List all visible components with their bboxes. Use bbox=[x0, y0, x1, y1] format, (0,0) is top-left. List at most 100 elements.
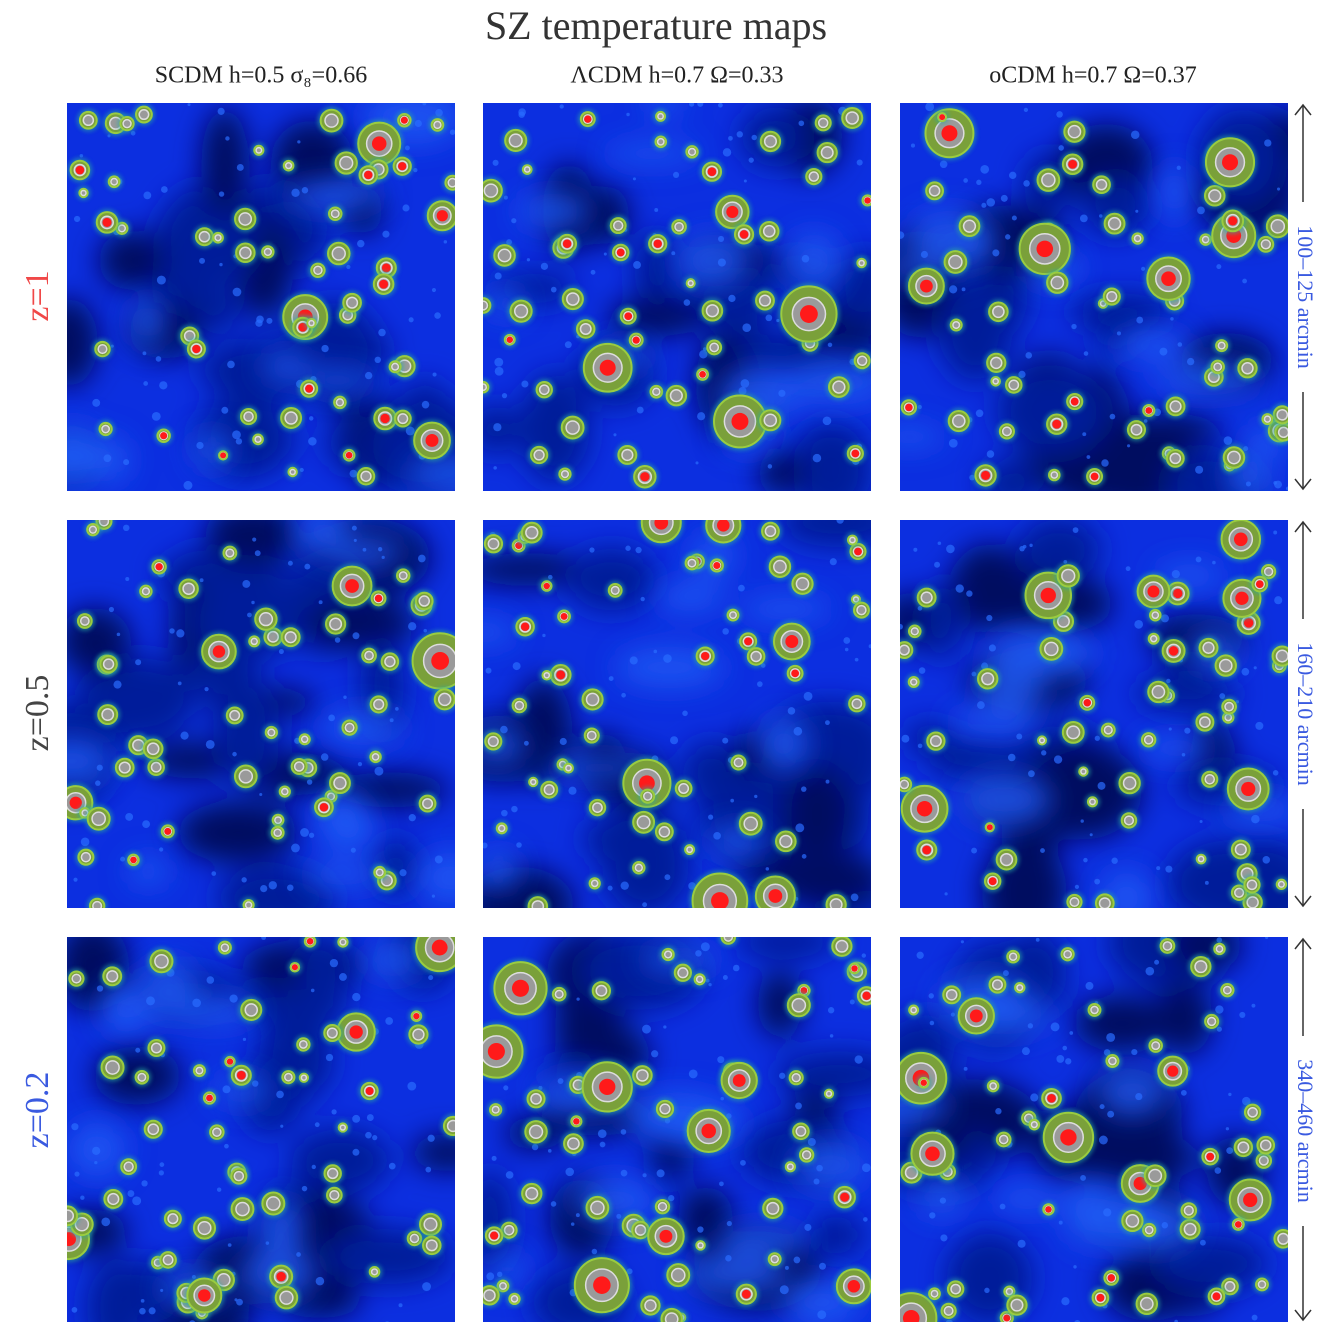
faint-source bbox=[640, 596, 645, 602]
faint-source bbox=[793, 726, 803, 736]
cluster-core bbox=[832, 380, 846, 394]
cluster-core bbox=[162, 1254, 174, 1266]
faint-source bbox=[1135, 209, 1139, 213]
cluster-core bbox=[1044, 641, 1059, 657]
faint-source bbox=[296, 1252, 301, 1257]
faint-source bbox=[414, 119, 422, 128]
faint-source bbox=[966, 590, 973, 597]
cluster-core bbox=[950, 1283, 962, 1295]
faint-source bbox=[500, 725, 508, 734]
faint-source bbox=[493, 466, 497, 470]
faint-source bbox=[981, 202, 987, 208]
void bbox=[271, 120, 353, 198]
cluster-core bbox=[80, 851, 92, 863]
cluster-peak bbox=[345, 451, 353, 459]
faint-source bbox=[1251, 814, 1260, 824]
faint-source bbox=[432, 372, 437, 377]
faint-source bbox=[421, 400, 430, 409]
void bbox=[214, 678, 272, 773]
faint-source bbox=[1135, 1092, 1143, 1101]
cluster-core bbox=[216, 1273, 231, 1287]
faint-source bbox=[671, 251, 676, 256]
faint-source bbox=[807, 1138, 816, 1147]
faint-source bbox=[483, 842, 488, 849]
cluster-peak bbox=[902, 1309, 920, 1322]
faint-source bbox=[125, 577, 130, 582]
faint-source bbox=[827, 342, 833, 348]
cluster-peak bbox=[164, 827, 172, 835]
cluster-core bbox=[636, 1069, 649, 1082]
arrow-head bbox=[1294, 1309, 1312, 1322]
faint-source bbox=[183, 480, 193, 490]
cluster-core bbox=[344, 722, 355, 733]
cluster-core bbox=[687, 147, 697, 157]
faint-source bbox=[422, 103, 427, 106]
cluster-core bbox=[1183, 1222, 1197, 1236]
cluster-peak bbox=[905, 403, 913, 412]
faint-source bbox=[626, 112, 630, 117]
faint-source bbox=[71, 1123, 79, 1131]
faint-source bbox=[597, 1129, 607, 1139]
cluster-core bbox=[1030, 1120, 1038, 1129]
faint-source bbox=[803, 691, 813, 701]
faint-source bbox=[1106, 1032, 1116, 1042]
cluster-peak bbox=[67, 1232, 76, 1247]
filament bbox=[947, 710, 1039, 735]
cluster-core bbox=[329, 617, 343, 631]
cluster-core bbox=[929, 735, 942, 748]
faint-source bbox=[697, 412, 706, 421]
faint-source bbox=[1097, 781, 1106, 790]
cluster-core bbox=[483, 383, 488, 392]
faint-source bbox=[1116, 331, 1121, 336]
faint-source bbox=[1264, 139, 1272, 147]
faint-source bbox=[339, 973, 347, 981]
faint-source bbox=[740, 1159, 746, 1166]
cluster-core bbox=[80, 189, 87, 197]
faint-source bbox=[547, 574, 553, 580]
faint-source bbox=[192, 998, 201, 1008]
faint-source bbox=[976, 179, 982, 186]
faint-source bbox=[616, 1213, 622, 1219]
filament bbox=[107, 1004, 156, 1032]
faint-source bbox=[793, 1256, 801, 1264]
faint-source bbox=[784, 1265, 789, 1270]
faint-source bbox=[310, 988, 315, 993]
cluster-core bbox=[998, 1134, 1009, 1145]
cluster-core bbox=[265, 1196, 281, 1211]
cluster-core bbox=[952, 320, 961, 330]
faint-source bbox=[314, 1122, 320, 1128]
cluster-core bbox=[1208, 189, 1222, 203]
cluster-core bbox=[483, 183, 499, 198]
cluster-peak bbox=[400, 116, 408, 124]
faint-source bbox=[187, 103, 191, 107]
cluster-core bbox=[510, 1295, 519, 1303]
faint-source bbox=[1273, 530, 1278, 535]
cluster-core bbox=[167, 1213, 179, 1225]
faint-source bbox=[620, 1129, 627, 1135]
cluster-core bbox=[263, 247, 273, 257]
filament bbox=[67, 422, 98, 482]
faint-source bbox=[767, 464, 773, 469]
void bbox=[1155, 1235, 1267, 1293]
faint-source bbox=[199, 257, 206, 264]
cluster-core bbox=[585, 692, 600, 707]
cluster-core bbox=[91, 811, 106, 827]
cluster-core bbox=[446, 1119, 455, 1133]
faint-source bbox=[779, 1285, 789, 1295]
faint-source bbox=[800, 786, 807, 792]
faint-source bbox=[135, 659, 142, 666]
cluster-peak bbox=[851, 449, 860, 458]
cluster-peak bbox=[192, 344, 201, 354]
filament bbox=[685, 1251, 787, 1295]
cluster-peak bbox=[732, 1074, 746, 1087]
cluster-core bbox=[1201, 235, 1210, 244]
faint-source bbox=[366, 1114, 374, 1121]
map-panel bbox=[67, 103, 455, 491]
cluster-peak bbox=[768, 889, 783, 903]
faint-source bbox=[1109, 413, 1116, 420]
cluster-core bbox=[991, 979, 1003, 991]
faint-source bbox=[937, 541, 942, 546]
faint-source bbox=[1085, 981, 1094, 990]
cluster-core bbox=[197, 1220, 212, 1236]
faint-source bbox=[328, 714, 336, 722]
